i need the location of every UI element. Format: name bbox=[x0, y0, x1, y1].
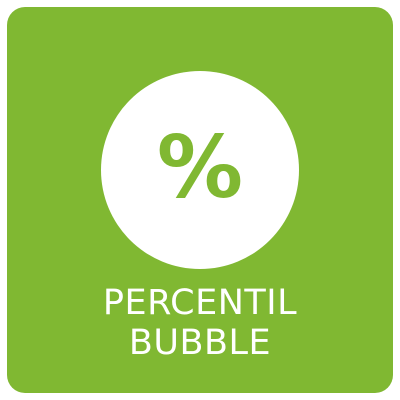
percent-icon: % bbox=[156, 118, 244, 218]
app-icon-tile[interactable]: % PERCENTIL BUBBLE bbox=[7, 7, 393, 393]
percent-bubble-circle: % bbox=[101, 71, 299, 269]
app-icon-label: PERCENTIL BUBBLE bbox=[7, 283, 393, 363]
label-line-1: PERCENTIL bbox=[102, 283, 298, 323]
label-line-2: BUBBLE bbox=[128, 323, 272, 363]
